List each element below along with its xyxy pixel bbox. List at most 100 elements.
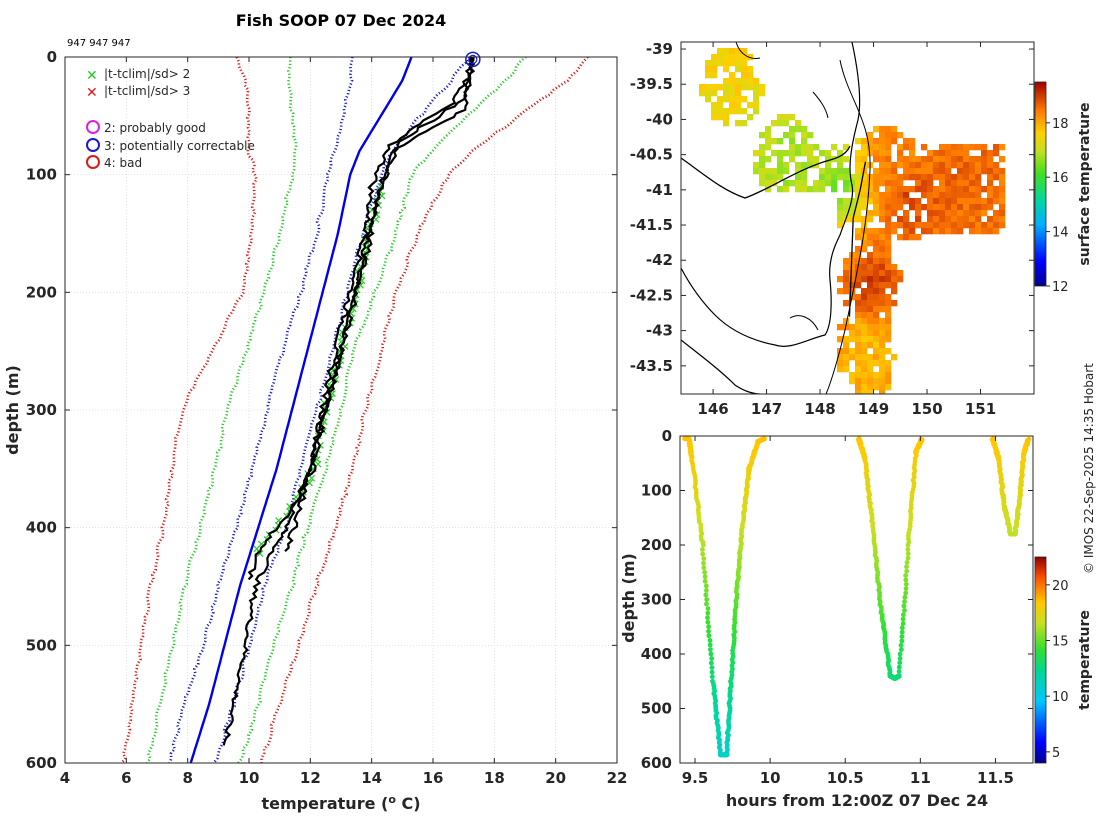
dive-point	[706, 624, 711, 630]
sst-pixel	[885, 162, 892, 169]
sst-pixel	[921, 180, 928, 187]
sst-pixel	[789, 156, 796, 163]
sst-pixel	[843, 288, 850, 295]
sst-pixel	[969, 204, 976, 211]
sst-pixel	[933, 186, 940, 193]
sst-pixel	[705, 66, 712, 73]
sst-pixel	[867, 180, 874, 187]
sst-pixel	[867, 276, 874, 283]
sst-pixel	[933, 162, 940, 169]
sst-pixel	[867, 144, 874, 151]
sst-pixel	[867, 258, 874, 265]
sst-pixel	[699, 90, 706, 97]
sst-pixel	[717, 114, 724, 121]
sst-pixel	[759, 132, 766, 139]
sst-pixel	[861, 186, 868, 193]
sst-pixel	[927, 204, 934, 211]
map-ytick-label: -41	[646, 181, 673, 199]
sst-pixel	[867, 294, 874, 301]
sst-pixel	[819, 168, 826, 175]
sst-pixel	[957, 156, 964, 163]
map-ytick-label: -41.5	[630, 216, 673, 234]
map-xtick-label: 151	[965, 400, 996, 418]
sst-pixel	[849, 348, 856, 355]
profile-ytick-label: 100	[26, 166, 57, 184]
sst-pixel	[993, 186, 1000, 193]
sst-pixel	[855, 348, 862, 355]
sst-pixel	[801, 168, 808, 175]
sst-pixel	[723, 114, 730, 121]
sst-pixel	[921, 162, 928, 169]
sst-pixel	[765, 132, 772, 139]
sst-pixel	[885, 246, 892, 253]
map-ytick-label: -40	[646, 110, 673, 128]
sst-pixel	[975, 156, 982, 163]
sst-pixel	[885, 258, 892, 265]
sst-pixel	[921, 144, 928, 151]
sst-pixel	[903, 210, 910, 217]
sst-pixel	[861, 318, 868, 325]
sst-pixel	[969, 144, 976, 151]
sst-pixel	[855, 306, 862, 313]
sst-pixel	[885, 378, 892, 385]
sst-pixel	[855, 246, 862, 253]
sst-pixel	[993, 150, 1000, 157]
depth-time-ytick-label: 500	[641, 700, 672, 718]
sst-pixel	[873, 180, 880, 187]
depth-time-xtick-label: 11.5	[977, 769, 1014, 787]
sst-pixel	[951, 198, 958, 205]
sst-pixel	[723, 96, 730, 103]
sst-pixel	[885, 294, 892, 301]
sst-pixel	[807, 144, 814, 151]
depth-time-plot: 9.5 10 10.5 11 11.5 0 100 200 300 400 500 600 hours…	[619, 427, 1093, 810]
dive-point	[904, 560, 910, 565]
sst-pixel	[939, 156, 946, 163]
sst-pixel	[861, 240, 868, 247]
sst-pixel	[777, 150, 784, 157]
profile-xtick-label: 22	[607, 769, 628, 787]
dive-point	[897, 651, 903, 657]
sst-pixel	[957, 216, 964, 223]
sst-pixel	[939, 180, 946, 187]
sst-pixel	[723, 120, 730, 127]
sst-pixel	[879, 318, 886, 325]
sst-pixel	[855, 228, 862, 235]
dive-point	[897, 656, 903, 661]
sst-pixel	[855, 354, 862, 361]
sst-pixel	[969, 168, 976, 175]
dive-point	[905, 547, 911, 552]
sst-pixel	[939, 198, 946, 205]
sst-pixel	[885, 156, 892, 163]
sst-pixel	[855, 204, 862, 211]
sst-pixel	[873, 210, 880, 217]
sst-pixel	[939, 150, 946, 157]
sst-pixel	[855, 186, 862, 193]
sst-pixel	[873, 318, 880, 325]
sst-pixel	[873, 276, 880, 283]
depth-time-xtick-label: 11	[910, 769, 931, 787]
sst-pixel	[711, 108, 718, 115]
sst-pixel	[879, 288, 886, 295]
dive-point	[700, 547, 705, 552]
ids-label: 947 947 947	[67, 38, 131, 49]
sst-pixel	[981, 156, 988, 163]
sst-pixel	[747, 78, 754, 85]
dive-point	[703, 583, 709, 589]
sst-pixel	[729, 72, 736, 79]
dive-point	[896, 673, 902, 679]
sst-pixel	[885, 366, 892, 373]
legend-item-good: 2: probably good	[86, 120, 206, 135]
sst-pixel	[879, 150, 886, 157]
sst-pixel	[855, 366, 862, 373]
sst-pixel	[921, 168, 928, 175]
sst-pixel	[963, 222, 970, 229]
profile-xtick-label: 20	[545, 769, 566, 787]
clim-mean	[189, 57, 413, 763]
sst-pixel	[855, 252, 862, 259]
sst-pixel	[831, 174, 838, 181]
sst-pixel	[867, 300, 874, 307]
sst-pixel	[861, 336, 868, 343]
sst-pixel	[717, 48, 724, 55]
sst-pixel	[945, 204, 952, 211]
sst-pixel	[855, 384, 862, 391]
